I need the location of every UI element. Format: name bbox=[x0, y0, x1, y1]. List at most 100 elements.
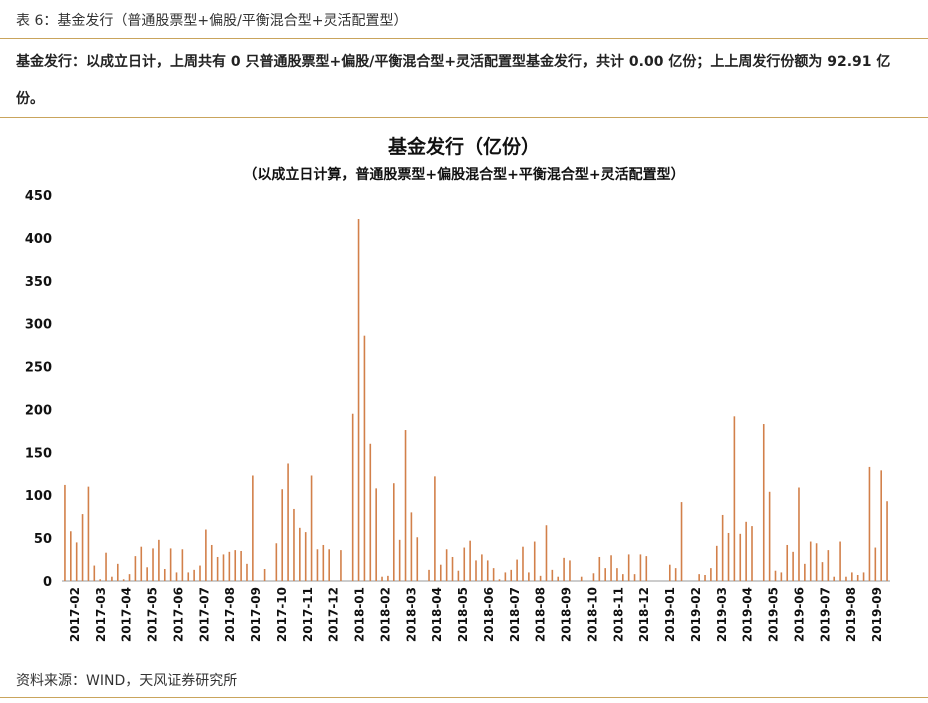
bar bbox=[792, 551, 794, 581]
bar bbox=[316, 549, 319, 581]
bar bbox=[398, 539, 401, 581]
bar bbox=[821, 562, 824, 581]
x-tick-label: 2019-07 bbox=[818, 587, 832, 642]
x-tick-label: 2018-05 bbox=[456, 587, 470, 642]
bar bbox=[880, 470, 882, 581]
bar bbox=[862, 572, 865, 581]
x-tick-label: 2018-04 bbox=[430, 587, 444, 642]
bar bbox=[205, 529, 207, 581]
bar bbox=[357, 219, 360, 581]
bar bbox=[780, 572, 783, 581]
bar bbox=[428, 569, 430, 581]
bar bbox=[70, 531, 72, 581]
bar bbox=[304, 532, 307, 581]
x-tick-label: 2018-09 bbox=[560, 587, 574, 642]
x-tick-label: 2019-06 bbox=[792, 587, 806, 642]
bar bbox=[99, 579, 101, 581]
bar bbox=[739, 533, 742, 581]
bar bbox=[64, 484, 66, 581]
bar bbox=[287, 463, 289, 581]
x-tick-label: 2018-06 bbox=[482, 587, 496, 642]
bar-chart: 0 50 100 150 200 250 300 350 400 450 2017-02 2017-0… bbox=[25, 189, 890, 642]
bar bbox=[234, 550, 237, 581]
y-tick-label: 300 bbox=[25, 318, 52, 333]
x-tick-label: 2017-11 bbox=[301, 587, 315, 642]
y-tick-label: 250 bbox=[25, 361, 52, 376]
bar bbox=[87, 486, 90, 581]
x-tick-label: 2017-04 bbox=[120, 587, 134, 642]
bar bbox=[163, 568, 166, 581]
bar bbox=[674, 568, 677, 581]
bar bbox=[111, 576, 113, 581]
bar bbox=[439, 564, 442, 581]
bar bbox=[340, 550, 342, 581]
bar bbox=[768, 491, 771, 581]
bar bbox=[804, 563, 806, 581]
source-note: 资料来源：WIND，天风证券研究所 bbox=[16, 673, 238, 689]
bar bbox=[410, 512, 413, 581]
bar bbox=[81, 514, 84, 581]
bar bbox=[451, 556, 454, 581]
bar bbox=[833, 576, 836, 581]
x-tick-label: 2018-07 bbox=[508, 587, 522, 642]
bar bbox=[387, 575, 389, 581]
bar bbox=[639, 554, 642, 581]
bar bbox=[874, 547, 877, 581]
bar bbox=[539, 575, 542, 581]
bar bbox=[252, 475, 254, 581]
bar bbox=[122, 579, 125, 581]
x-tick-label: 2017-09 bbox=[249, 587, 263, 642]
bar bbox=[563, 557, 565, 581]
x-tick-label: 2019-05 bbox=[767, 587, 781, 642]
bar bbox=[140, 546, 143, 581]
bar bbox=[199, 565, 201, 581]
bar bbox=[845, 576, 847, 581]
bar bbox=[181, 549, 184, 581]
bar bbox=[105, 552, 107, 581]
bar bbox=[569, 560, 571, 581]
bar bbox=[281, 489, 284, 581]
y-tick-label: 0 bbox=[43, 575, 52, 590]
bar bbox=[745, 521, 747, 581]
bar bbox=[786, 544, 789, 581]
chart-title: 基金发行（亿份） bbox=[387, 136, 540, 158]
x-tick-label: 2017-10 bbox=[275, 587, 289, 642]
bar bbox=[592, 573, 595, 581]
x-tick-label: 2017-03 bbox=[94, 587, 108, 642]
x-tick-label: 2017-02 bbox=[68, 587, 82, 642]
bar bbox=[322, 544, 325, 581]
bar bbox=[510, 569, 513, 581]
bar bbox=[445, 549, 448, 581]
bar bbox=[627, 554, 630, 581]
bar bbox=[310, 475, 313, 581]
x-tick-label: 2017-05 bbox=[146, 587, 160, 642]
bar bbox=[434, 476, 436, 581]
bar bbox=[522, 546, 524, 581]
bar bbox=[416, 537, 419, 581]
footer-rule bbox=[0, 697, 928, 698]
x-tick-label: 2018-11 bbox=[611, 587, 625, 642]
table-caption: 表 6：基金发行（普通股票型+偏股/平衡混合型+灵活配置型） bbox=[16, 13, 408, 29]
x-tick-label: 2019-01 bbox=[663, 587, 677, 642]
bar bbox=[622, 574, 624, 581]
bar bbox=[404, 430, 407, 581]
x-tick-label: 2018-10 bbox=[585, 587, 599, 642]
bar bbox=[545, 525, 548, 581]
bar bbox=[557, 576, 560, 581]
bar bbox=[481, 554, 483, 581]
chart-subtitle: （以成立日计算，普通股票型+偏股混合型+平衡混合型+灵活配置型） bbox=[243, 167, 685, 183]
bar bbox=[128, 574, 131, 581]
x-tick-label: 2019-08 bbox=[844, 587, 858, 642]
bar bbox=[856, 575, 859, 581]
bar bbox=[369, 443, 372, 581]
bar bbox=[293, 508, 295, 581]
bar bbox=[798, 487, 800, 581]
summary-text: 基金发行：以成立日计，上周共有 0 只普通股票型+偏股/平衡混合型+灵活配置型基… bbox=[16, 54, 891, 107]
x-tick-label: 2018-08 bbox=[534, 587, 548, 642]
bar bbox=[839, 541, 841, 581]
bar bbox=[463, 547, 466, 581]
bar bbox=[228, 551, 231, 581]
x-tick-label: 2018-12 bbox=[637, 587, 651, 642]
bar bbox=[457, 570, 460, 581]
x-tick-label: 2017-08 bbox=[223, 587, 237, 642]
